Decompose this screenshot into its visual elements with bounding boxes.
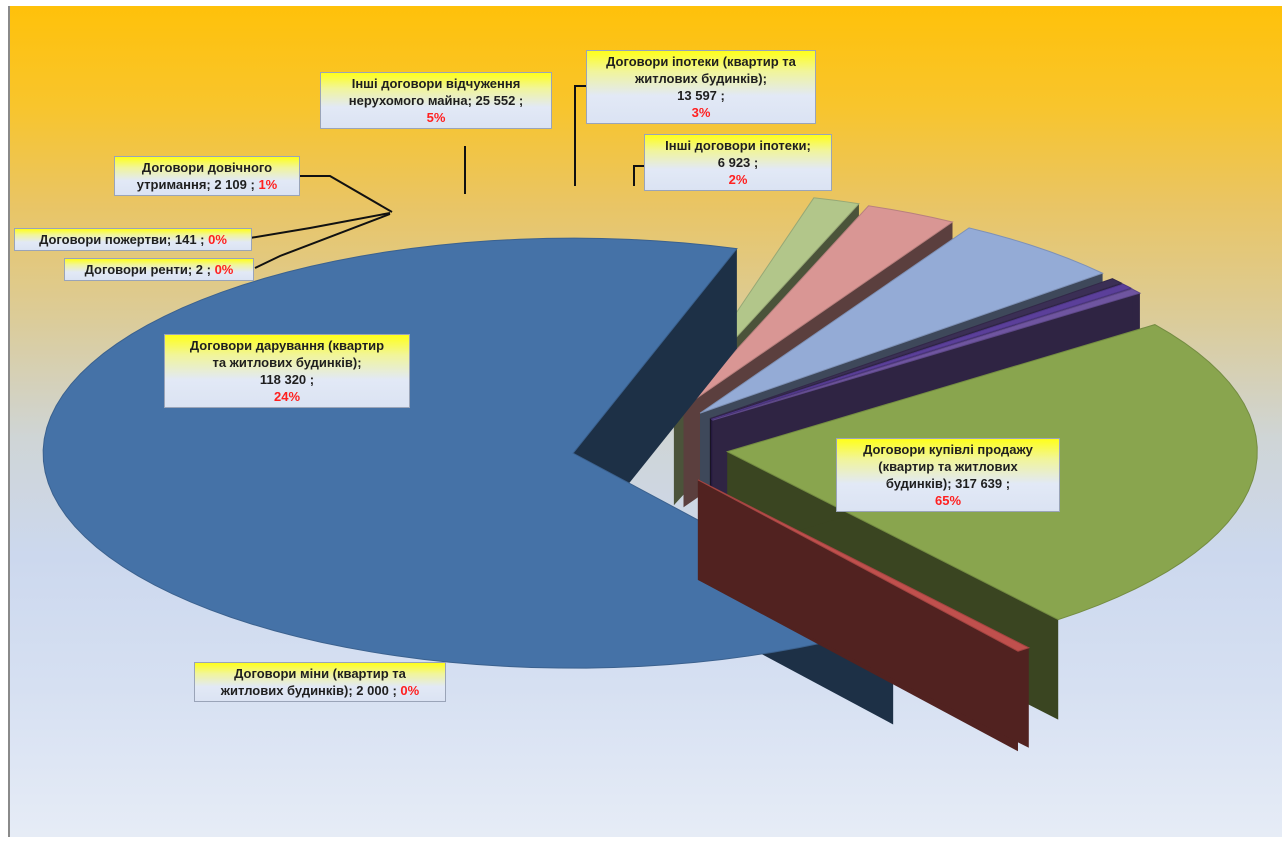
label-other-alienation: Інші договори відчуження нерухомого майн… bbox=[320, 72, 552, 129]
pie-chart bbox=[42, 85, 1258, 752]
label-rent: Договори ренти; 2 ; 0% bbox=[64, 258, 254, 281]
pie-slice-1 bbox=[697, 479, 1031, 752]
slice-top-1 bbox=[697, 479, 1031, 652]
leader-line-rent bbox=[254, 213, 391, 269]
slice-top-4 bbox=[711, 283, 1133, 420]
chart-area: Договори купівлі продажу (квартир та жит… bbox=[8, 6, 1282, 837]
slice-top-5 bbox=[709, 278, 1123, 420]
slice-top-7 bbox=[683, 205, 954, 408]
label-donation: Договори пожертви; 141 ; 0% bbox=[14, 228, 252, 251]
label-exchange: Договори міни (квартир та житлових будин… bbox=[194, 662, 446, 702]
leader-line-other-mortgage bbox=[633, 165, 646, 186]
label-lifecare: Договори довічного утримання; 2 109 ; 1% bbox=[114, 156, 300, 196]
slice-top-3 bbox=[712, 288, 1142, 421]
slice-wall-1-1 bbox=[697, 479, 1029, 748]
leader-line-mortgage bbox=[574, 85, 588, 186]
leader-line-donation bbox=[249, 212, 391, 239]
label-mortgage: Договори іпотеки (квартир та житлових бу… bbox=[586, 50, 816, 124]
label-gift: Договори дарування (квартир та житлових … bbox=[164, 334, 410, 408]
label-sale: Договори купівлі продажу (квартир та жит… bbox=[836, 438, 1060, 512]
label-other-mortgage: Інші договори іпотеки; 6 923 ; 2% bbox=[644, 134, 832, 191]
leader-line-lifecare bbox=[300, 175, 393, 213]
slice-top-6 bbox=[699, 227, 1104, 414]
